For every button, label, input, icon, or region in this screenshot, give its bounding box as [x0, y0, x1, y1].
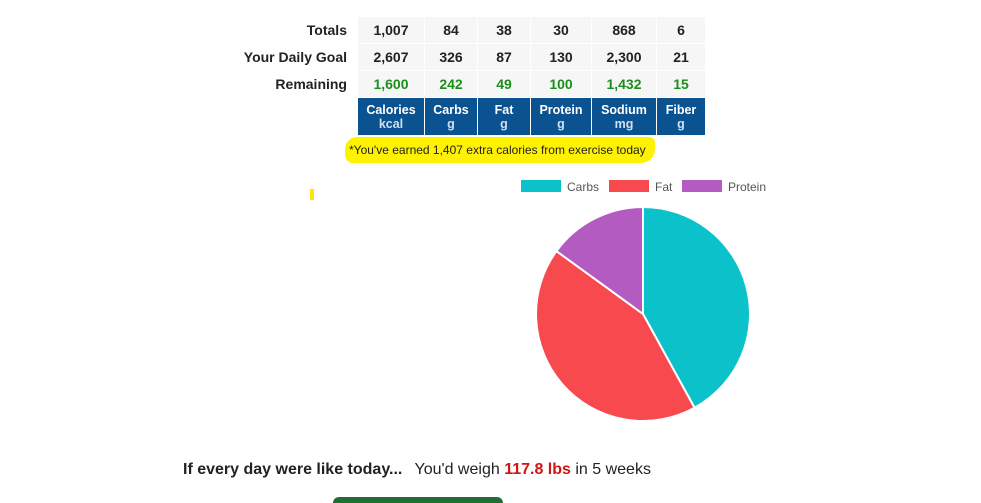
- remaining-fat: 49: [478, 71, 530, 97]
- remaining-sodium: 1,432: [592, 71, 656, 97]
- column-unit-protein: g: [557, 116, 565, 131]
- column-name-carbs: Carbs: [433, 102, 469, 117]
- goal-carbs: 326: [425, 44, 477, 70]
- pie-slice-fat[interactable]: [535, 249, 696, 422]
- column-name-fat: Fat: [494, 102, 514, 117]
- weight-projection: If every day were like today... You'd we…: [183, 461, 651, 479]
- nutrition-summary-table: Totals 1,007 84 38 30 868 6 Your Daily G…: [173, 16, 706, 136]
- row-label-totals: Totals: [306, 22, 347, 38]
- exercise-calories-note: *You've earned 1,407 extra calories from…: [349, 143, 646, 157]
- goal-fat: 87: [478, 44, 530, 70]
- column-name-sodium: Sodium: [601, 102, 647, 117]
- complete-entry-button[interactable]: [333, 497, 503, 503]
- totals-fiber: 6: [657, 17, 705, 43]
- projected-weight: 117.8 lbs: [504, 461, 571, 478]
- legend-item-carbs[interactable]: Carbs: [521, 180, 599, 194]
- projection-lead: If every day were like today...: [183, 461, 403, 478]
- projection-prefix: You'd weigh: [414, 461, 500, 478]
- column-unit-calories: kcal: [378, 116, 404, 131]
- legend-swatch-protein: [682, 180, 722, 192]
- column-unit-carbs: g: [447, 116, 455, 131]
- column-name-calories: Calories: [366, 102, 416, 117]
- legend-item-fat[interactable]: Fat: [609, 180, 672, 194]
- totals-sodium: 868: [592, 17, 656, 43]
- goal-fiber: 21: [657, 44, 705, 70]
- column-header-sodium: Sodium mg: [592, 98, 656, 135]
- macro-pie-chart: [535, 205, 751, 422]
- column-header-carbs: Carbs g: [425, 98, 477, 135]
- goal-sodium: 2,300: [592, 44, 656, 70]
- daily-goal-row: Your Daily Goal 2,607 326 87 130 2,300 2…: [174, 44, 705, 70]
- column-unit-sodium: mg: [614, 116, 634, 131]
- column-header-calories: Calories kcal: [358, 98, 424, 135]
- legend-item-protein[interactable]: Protein: [682, 180, 766, 194]
- totals-protein: 30: [531, 17, 591, 43]
- pie-slice-protein[interactable]: [555, 205, 644, 316]
- column-unit-fat: g: [500, 116, 508, 131]
- legend-swatch-fat: [609, 180, 649, 192]
- remaining-calories: 1,600: [358, 71, 424, 97]
- remaining-fiber: 15: [657, 71, 705, 97]
- remaining-protein: 100: [531, 71, 591, 97]
- row-label-daily-goal: Your Daily Goal: [243, 49, 347, 65]
- column-header-fat: Fat g: [478, 98, 530, 135]
- column-unit-fiber: g: [677, 116, 685, 131]
- legend-label-fat: Fat: [655, 180, 673, 194]
- totals-row: Totals 1,007 84 38 30 868 6: [174, 17, 705, 43]
- remaining-carbs: 242: [425, 71, 477, 97]
- pie-slice-carbs[interactable]: [642, 205, 751, 410]
- goal-protein: 130: [531, 44, 591, 70]
- highlight-mark: [310, 189, 314, 200]
- exercise-note-highlight: [345, 137, 655, 163]
- header-spacer: [174, 98, 357, 135]
- column-header-protein: Protein g: [531, 98, 591, 135]
- totals-carbs: 84: [425, 17, 477, 43]
- column-name-protein: Protein: [539, 102, 583, 117]
- totals-fat: 38: [478, 17, 530, 43]
- projection-suffix: in 5 weeks: [575, 461, 651, 478]
- remaining-row: Remaining 1,600 242 49 100 1,432 15: [174, 71, 705, 97]
- goal-calories: 2,607: [358, 44, 424, 70]
- legend-swatch-carbs: [521, 180, 561, 192]
- row-label-remaining: Remaining: [275, 76, 347, 92]
- legend-label-carbs: Carbs: [567, 180, 600, 194]
- legend-label-protein: Protein: [728, 180, 767, 194]
- totals-calories: 1,007: [358, 17, 424, 43]
- column-header-fiber: Fiber g: [657, 98, 705, 135]
- column-header-row: Calories kcal Carbs g Fat g Protein g So…: [174, 98, 705, 135]
- column-name-fiber: Fiber: [665, 102, 697, 117]
